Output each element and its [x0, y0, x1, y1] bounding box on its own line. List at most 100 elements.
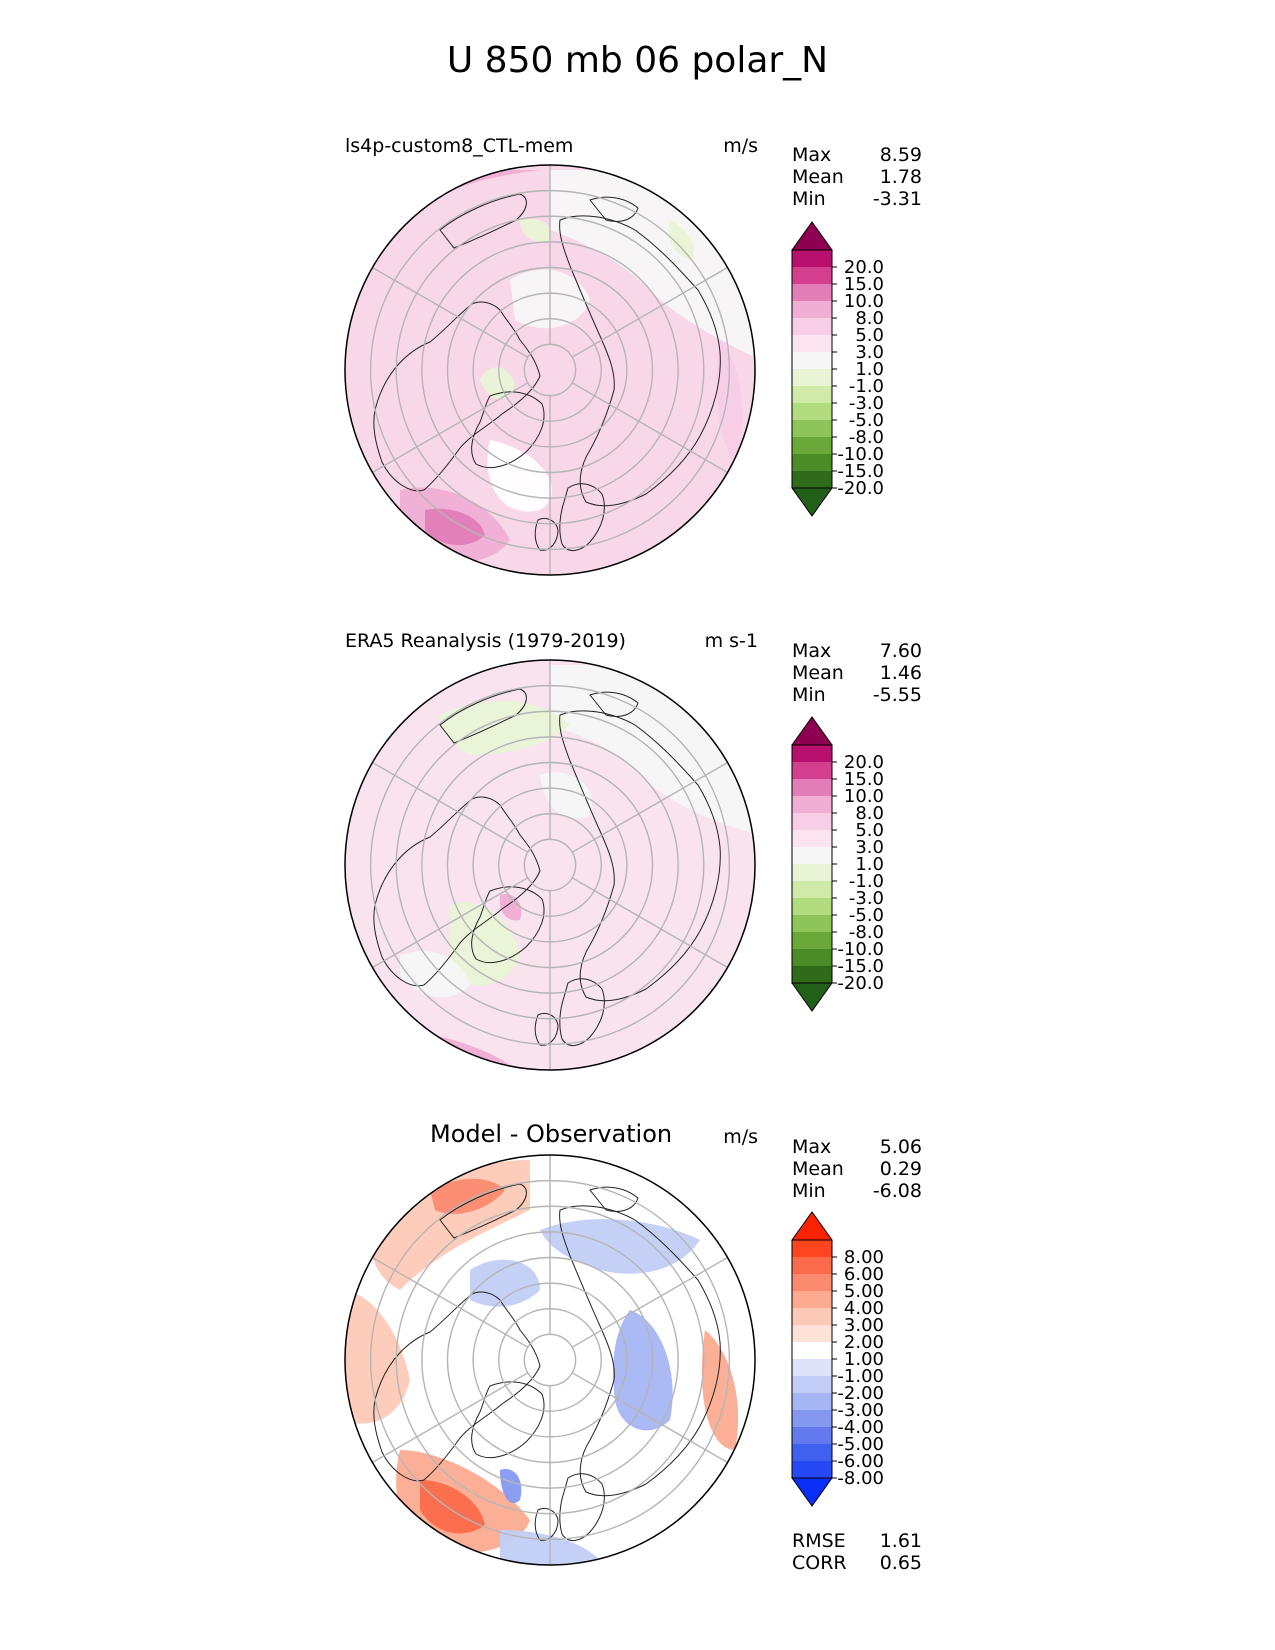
map-boundary [344, 1154, 756, 1566]
graticule [369, 1155, 731, 1565]
colorbar-segment [792, 471, 832, 488]
coastline [373, 1291, 541, 1482]
colorbar-tick-label: -3.00 [837, 1400, 884, 1421]
colorbar-segment [792, 813, 832, 830]
stat-rmse-value: 1.61 [879, 1530, 922, 1552]
colorbar-tick-label: 8.0 [855, 803, 884, 824]
colorbar-tick-label: -15.0 [837, 461, 884, 482]
field-contour [430, 1178, 505, 1214]
colorbar-segment [792, 386, 832, 403]
colorbar-tick-label: -1.00 [837, 1366, 884, 1387]
colorbar-tick-label: 3.0 [855, 837, 884, 858]
colorbar-tick-label: -20.0 [837, 478, 884, 499]
colorbar-segment [792, 1393, 832, 1410]
field-contour [716, 340, 743, 460]
coastline [559, 1473, 605, 1541]
field-contour [613, 1310, 673, 1431]
field-contour [499, 894, 522, 921]
colorbar-segment [792, 932, 832, 949]
colorbar-segment [792, 966, 832, 983]
colorbar-tick-label: 1.0 [855, 359, 884, 380]
graticule [369, 165, 731, 575]
meridian-line [571, 761, 728, 853]
field-contour [668, 220, 694, 260]
colorbar-bottom-extension [791, 487, 833, 517]
panel-3-title: Model - Observation [430, 1120, 673, 1148]
stat-max-value: 7.60 [879, 640, 922, 662]
figure-title: U 850 mb 06 polar_N [446, 40, 829, 81]
field-contour [470, 1259, 540, 1307]
stat-mean-label: Mean [792, 166, 844, 188]
colorbar-segment [792, 1274, 832, 1291]
colorbar-tick-label: -1.0 [849, 376, 884, 397]
meridian-line [571, 266, 728, 358]
field-contour [540, 772, 592, 819]
coastline [559, 483, 605, 551]
colorbar-tick-label: 1.0 [855, 854, 884, 875]
colorbar-segment [792, 898, 832, 915]
colorbar-segment [792, 762, 832, 779]
stat-max-label: Max [792, 1136, 832, 1158]
map-content [345, 165, 755, 575]
field-contour [500, 1469, 522, 1504]
colorbar-segment [792, 796, 832, 813]
colorbar-segment [792, 1291, 832, 1308]
coastline [439, 688, 527, 744]
panel-2-colorbar: 20.015.010.08.05.03.01.0-1.0-3.0-5.0-8.0… [791, 716, 884, 1012]
colorbar-segment [792, 1359, 832, 1376]
meridian-line [571, 1256, 728, 1348]
coastline [471, 1381, 545, 1458]
panel-1-stats: Max 8.59 Mean 1.78 Min -3.31 [792, 144, 922, 210]
map-boundary [344, 659, 756, 1071]
colorbar-tick-label: 20.0 [844, 752, 884, 773]
coastline [439, 1183, 527, 1239]
stat-max-label: Max [792, 640, 832, 662]
colorbar-tick-label: 20.0 [844, 257, 884, 278]
colorbar-segment [792, 1410, 832, 1427]
colorbar-tick-label: 6.00 [844, 1264, 884, 1285]
colorbar-top-extension [791, 716, 833, 746]
panel-3-units: m/s [723, 1126, 758, 1148]
stat-min-value: -5.55 [872, 684, 922, 706]
meridian-line [372, 266, 529, 358]
colorbar-tick-label: -5.00 [837, 1434, 884, 1455]
colorbar-tick-label: 8.00 [844, 1247, 884, 1268]
colorbar-bottom-extension [791, 1477, 833, 1507]
colorbar-segment [792, 1240, 832, 1257]
stat-max-value: 5.06 [879, 1136, 922, 1158]
colorbar-segment [792, 267, 832, 284]
colorbar-segment [792, 1342, 832, 1359]
meridian-line [372, 382, 529, 474]
coastline [559, 978, 605, 1046]
colorbar-tick-label: 4.00 [844, 1298, 884, 1319]
meridian-line [372, 761, 529, 853]
field-contour [425, 508, 485, 546]
field-contour [487, 440, 552, 512]
stat-min-value: -3.31 [872, 188, 922, 210]
colorbar-top-extension [791, 1211, 833, 1241]
colorbar-tick-label: 5.00 [844, 1281, 884, 1302]
colorbar-segment [792, 318, 832, 335]
colorbar-segment [792, 250, 832, 267]
colorbar-segment [792, 864, 832, 881]
stat-min-value: -6.08 [872, 1180, 922, 1202]
panel-2-title: ERA5 Reanalysis (1979-2019) [345, 630, 626, 652]
coastline [373, 301, 541, 492]
colorbar-tick-label: -5.0 [849, 410, 884, 431]
colorbar-tick-label: -8.0 [849, 427, 884, 448]
colorbar-bottom-extension [791, 982, 833, 1012]
panel-3-colorbar: 8.006.005.004.003.002.001.00-1.00-2.00-3… [791, 1211, 884, 1507]
stat-mean-value: 1.78 [879, 166, 922, 188]
colorbar-segment [792, 352, 832, 369]
meridian-line [372, 1372, 529, 1464]
colorbar-segment [792, 1308, 832, 1325]
colorbar-tick-label: -8.00 [837, 1468, 884, 1489]
panel-3-error-stats: RMSE 1.61 CORR 0.65 [792, 1530, 922, 1574]
colorbar-tick-label: 15.0 [844, 274, 884, 295]
colorbar-segment [792, 437, 832, 454]
map-boundary [344, 164, 756, 576]
panel-3-polar-map [344, 1154, 756, 1566]
field-contour [540, 1219, 700, 1274]
colorbar-segment [792, 1427, 832, 1444]
panel-2-polar-map [344, 659, 756, 1071]
